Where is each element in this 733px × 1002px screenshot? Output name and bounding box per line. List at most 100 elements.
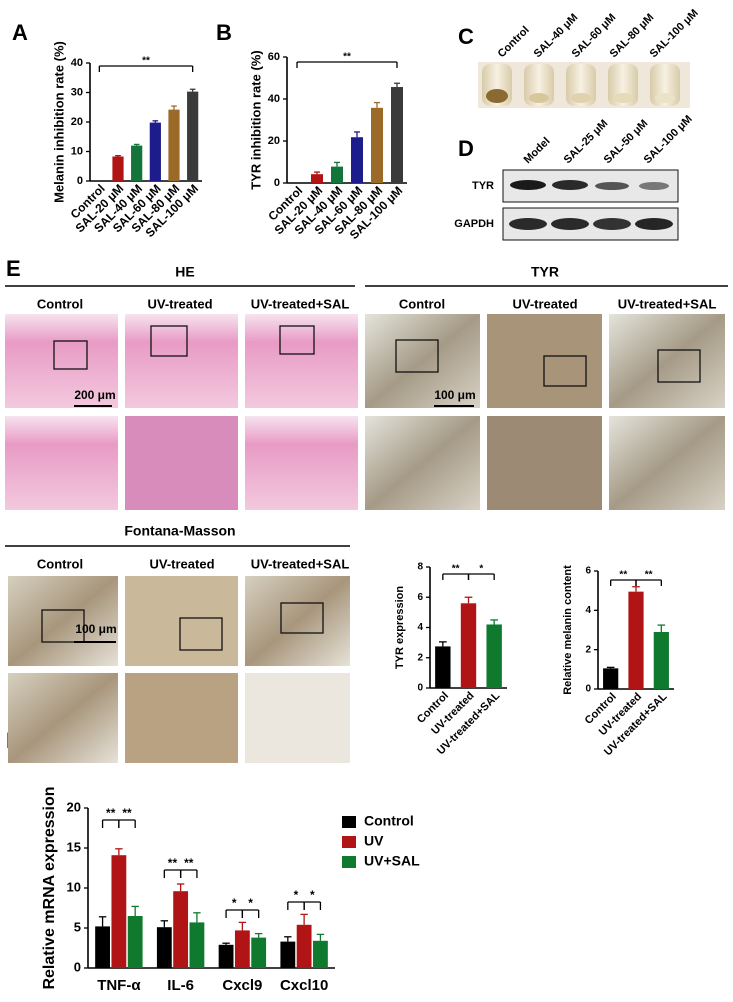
bar — [168, 109, 180, 181]
bar — [331, 166, 343, 183]
stain-title: Fontana-Masson — [124, 523, 235, 539]
y-axis-title: Melanin inhibition rate (%) — [51, 41, 66, 203]
y-tick-label: 6 — [417, 592, 423, 603]
y-tick-label: 40 — [71, 57, 83, 69]
y-tick-label: 10 — [71, 145, 83, 157]
y-axis-title: TYR expression — [394, 586, 406, 669]
bar — [187, 91, 199, 181]
y-tick-label: 4 — [417, 622, 423, 633]
stain-title: HE — [175, 264, 194, 280]
significance: ** — [168, 856, 178, 870]
significance: ** — [142, 56, 150, 67]
y-axis-title: Relative mRNA expression — [41, 786, 58, 989]
group-label: UV-treated — [147, 296, 212, 311]
stain-title: TYR — [531, 264, 559, 280]
significance: ** — [645, 570, 653, 581]
group-label: UV-treated — [512, 296, 577, 311]
bar — [251, 937, 267, 968]
group-label: UV-treated — [149, 556, 214, 571]
group-label: UV-treated+SAL — [251, 296, 350, 311]
y-tick-label: 0 — [74, 959, 81, 974]
legend-label: Control — [364, 813, 414, 829]
y-tick-label: 20 — [71, 116, 83, 128]
panel-label: D — [458, 136, 474, 161]
micrograph — [365, 314, 725, 510]
y-tick-label: 0 — [417, 683, 423, 694]
group-label: Control — [37, 556, 83, 571]
bar — [653, 631, 669, 689]
significance: * — [310, 888, 315, 902]
significance: ** — [184, 856, 194, 870]
y-tick-label: 8 — [417, 562, 423, 573]
tube-label: Control — [496, 24, 532, 60]
y-tick-label: 0 — [274, 177, 280, 189]
y-tick-label: 2 — [417, 652, 423, 663]
y-axis-title: Relative melanin content — [562, 565, 574, 695]
bar — [296, 924, 312, 968]
y-axis-title: TYR inhibition rate (%) — [248, 50, 263, 189]
tube-label: SAL-100 μM — [648, 7, 701, 60]
bar — [371, 107, 383, 183]
y-tick-label: 30 — [71, 86, 83, 98]
bar — [156, 927, 172, 968]
significance: ** — [452, 564, 460, 575]
panel-label: C — [458, 24, 474, 49]
significance: * — [232, 896, 237, 910]
y-tick-label: 6 — [585, 566, 591, 577]
significance: * — [479, 564, 483, 575]
bar — [234, 930, 250, 968]
y-tick-label: 0 — [585, 684, 591, 695]
bar — [218, 944, 234, 968]
lane-label: Model — [522, 135, 553, 166]
bar — [351, 137, 363, 183]
group-label: Control — [399, 296, 445, 311]
bar — [280, 941, 296, 968]
y-tick-label: 20 — [268, 135, 280, 147]
y-tick-label: 15 — [67, 839, 81, 854]
bar — [149, 122, 161, 181]
bar — [486, 624, 502, 688]
x-tick-label: TNF-α — [97, 977, 141, 994]
bar — [460, 603, 477, 688]
legend-swatch — [342, 856, 356, 868]
row-label: GAPDH — [454, 218, 494, 230]
bar — [603, 668, 619, 689]
significance: * — [248, 896, 253, 910]
bar — [111, 855, 127, 968]
legend-swatch — [342, 816, 356, 828]
significance: ** — [106, 806, 116, 820]
group-label: UV-treated+SAL — [618, 296, 717, 311]
micrograph — [5, 314, 358, 510]
x-tick-label: IL-6 — [167, 977, 194, 994]
y-tick-label: 20 — [67, 799, 81, 814]
legend-label: UV — [364, 833, 384, 849]
bar — [628, 591, 644, 689]
bar — [313, 940, 328, 968]
row-label: TYR — [472, 180, 494, 192]
y-tick-label: 5 — [74, 919, 81, 934]
y-tick-label: 0 — [77, 175, 83, 187]
y-tick-label: 40 — [268, 93, 280, 105]
bar — [391, 87, 403, 183]
x-tick-label: Cxcl9 — [222, 977, 262, 994]
group-label: UV-treated+SAL — [251, 556, 350, 571]
y-tick-label: 2 — [585, 644, 591, 655]
x-tick-label: Cxcl10 — [280, 977, 328, 994]
bar — [189, 922, 205, 968]
bar — [127, 916, 143, 968]
panel-label: E — [6, 256, 21, 281]
legend-swatch — [342, 836, 356, 848]
scale-label: 200 μm — [74, 388, 115, 402]
bar — [131, 145, 143, 181]
group-label: Control — [37, 296, 83, 311]
significance: ** — [619, 570, 627, 581]
y-tick-label: 4 — [585, 605, 591, 616]
bar — [112, 156, 124, 181]
bar — [435, 646, 451, 688]
significance: ** — [122, 806, 132, 820]
panel-label: B — [216, 20, 232, 45]
bar — [173, 891, 189, 968]
lane-label: SAL-100 μM — [642, 113, 695, 166]
bar — [95, 926, 110, 968]
